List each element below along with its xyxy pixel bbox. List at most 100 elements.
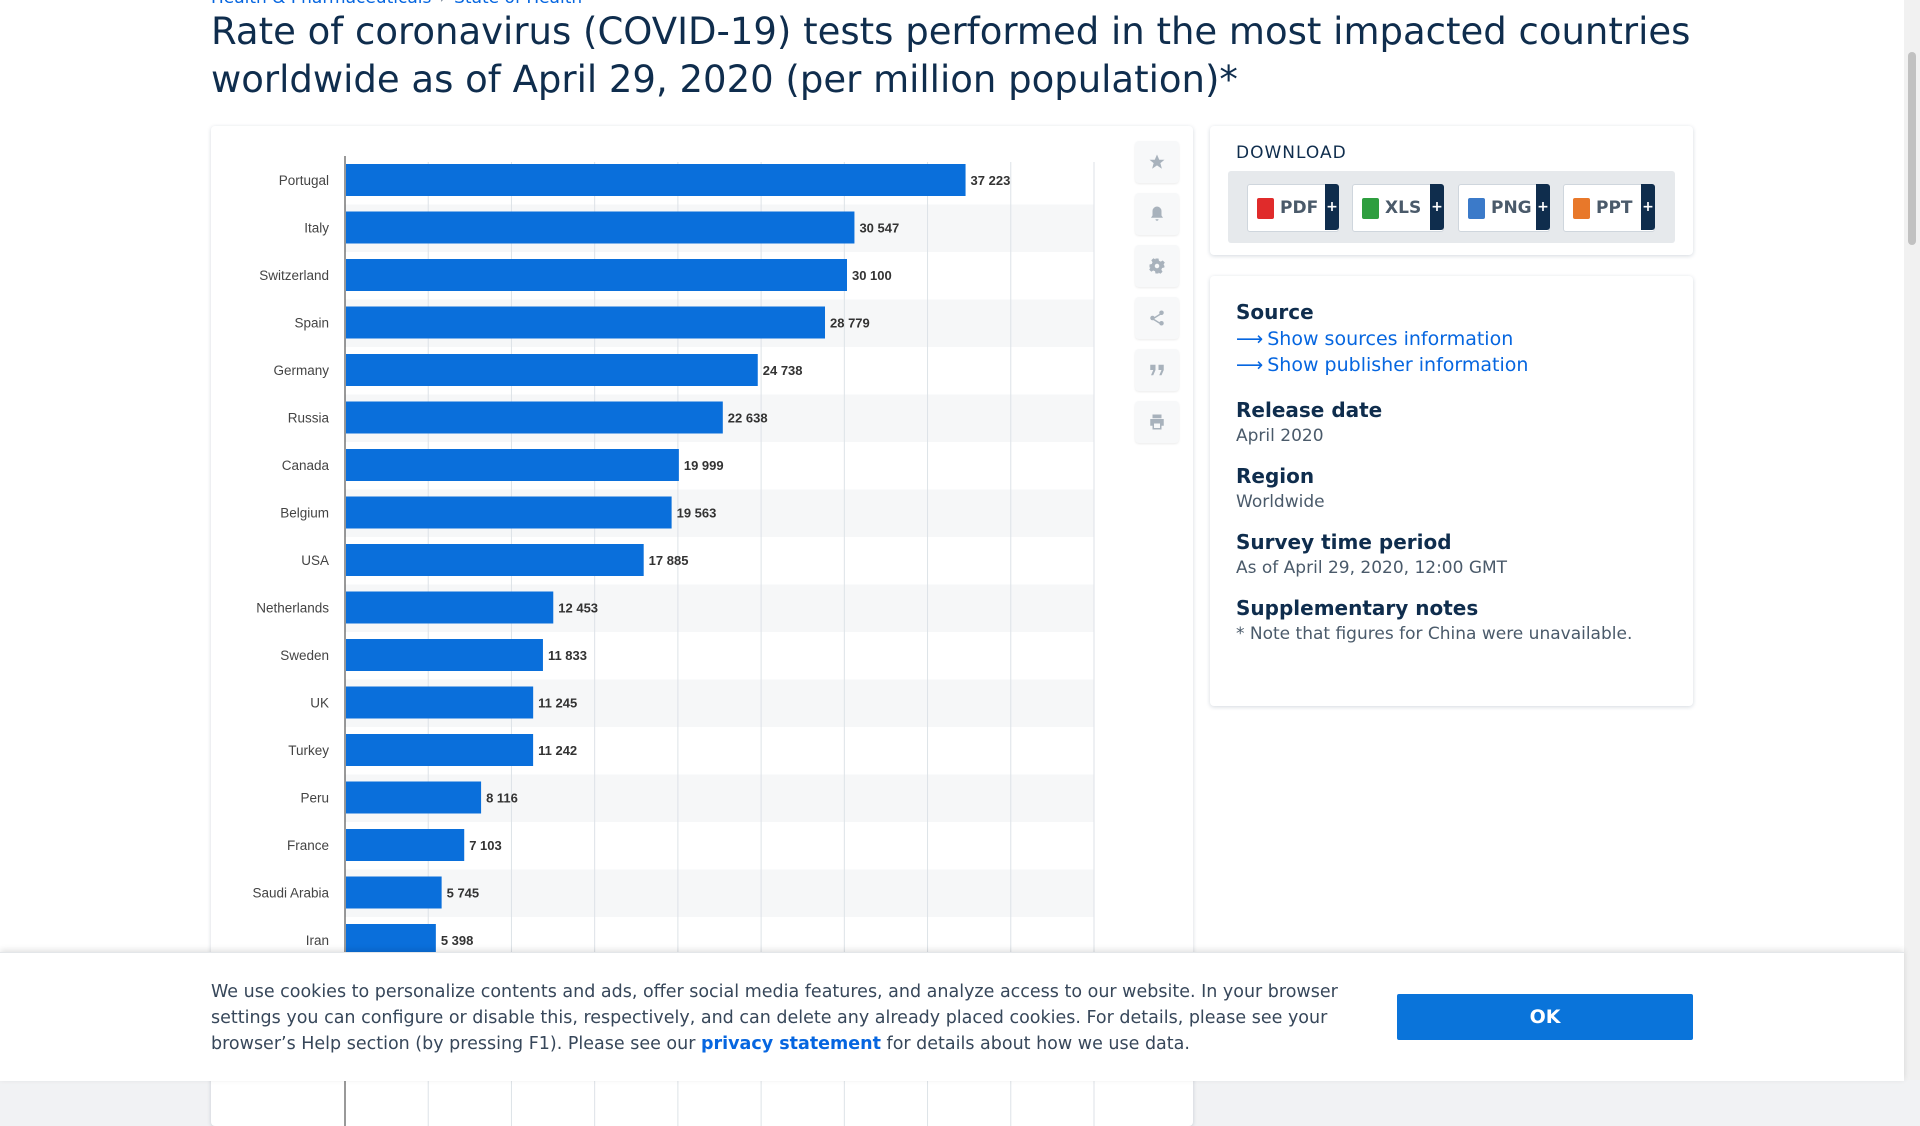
show-sources-link[interactable]: ⟶ Show sources information [1236,328,1676,350]
download-xls-label: XLS [1385,198,1422,218]
source-info-card: Source ⟶ Show sources information ⟶ Show p… [1210,276,1693,706]
category-label: Russia [288,411,330,426]
plus-icon: + [1641,184,1655,230]
arrow-right-icon: ⟶ [1236,354,1264,376]
bar [346,211,855,244]
gear-icon [1149,258,1165,274]
cookie-text-tail: for details about how we use data. [880,1034,1190,1054]
category-label: Italy [304,221,329,236]
supplementary-notes-value: * Note that figures for China were unava… [1236,624,1633,644]
value-label: 24 738 [763,363,803,378]
value-label: 30 547 [859,221,899,236]
download-card: DOWNLOAD PDF + XLS + PNG + PPT + [1210,126,1693,255]
print-button[interactable] [1135,401,1179,443]
bar [346,401,723,434]
download-pdf-label: PDF [1280,198,1319,218]
download-buttons: PDF + XLS + PNG + PPT + [1228,171,1675,243]
breadcrumb-item[interactable]: Health & Pharmaceuticals [211,0,431,8]
value-label: 30 100 [852,268,892,283]
bar [346,591,554,624]
xls-file-icon [1362,197,1379,219]
bar [346,164,966,196]
bell-icon [1151,206,1163,221]
notification-button[interactable] [1135,193,1179,235]
download-ppt-label: PPT [1596,198,1633,218]
cookie-message: We use cookies to personalize contents a… [211,979,1371,1057]
plus-icon: + [1536,184,1550,230]
category-label: Sweden [280,648,329,663]
value-label: 12 453 [558,601,598,616]
plus-icon: + [1325,184,1339,230]
ppt-file-icon [1573,197,1590,219]
bar [346,544,644,576]
category-label: Spain [294,316,329,331]
category-label: Turkey [288,743,329,758]
category-label: France [287,838,329,853]
scrollbar-thumb[interactable] [1908,52,1916,245]
chart-toolbar [1135,141,1179,453]
plus-icon: + [1430,184,1444,230]
category-label: Iran [306,933,329,948]
bar [346,639,543,671]
cite-button[interactable] [1135,349,1179,391]
category-label: USA [301,553,329,568]
page-title: Rate of coronavirus (COVID-19) tests per… [211,10,1691,101]
share-button[interactable] [1135,297,1179,339]
value-label: 19 999 [684,458,724,473]
bar [346,259,847,291]
source-heading: Source [1236,300,1314,324]
value-label: 5 398 [441,933,474,948]
survey-period-value: As of April 29, 2020, 12:00 GMT [1236,558,1508,578]
download-xls-button[interactable]: XLS + [1352,184,1444,232]
cookie-text-main: We use cookies to personalize contents a… [211,982,1338,1054]
category-label: Portugal [279,173,329,188]
download-title: DOWNLOAD [1236,143,1347,163]
value-label: 7 103 [469,838,502,853]
bar [346,734,534,766]
value-label: 11 833 [548,648,587,663]
survey-period-heading: Survey time period [1236,530,1452,554]
region-heading: Region [1236,464,1315,488]
bar [346,829,465,861]
value-label: 19 563 [677,506,717,521]
bar [346,354,758,386]
show-sources-label: Show sources information [1267,328,1514,350]
supplementary-notes-heading: Supplementary notes [1236,596,1479,620]
category-label: UK [310,696,329,711]
scrollbar-track[interactable] [1904,0,1920,1080]
star-icon [1149,154,1165,169]
privacy-statement-link[interactable]: privacy statement [700,1034,881,1054]
download-ppt-button[interactable]: PPT + [1563,184,1655,232]
category-label: Saudi Arabia [252,886,329,901]
print-icon [1150,414,1164,430]
bar [346,306,826,339]
cookie-ok-button[interactable]: OK [1397,994,1693,1040]
value-label: 28 779 [830,316,870,331]
value-label: 22 638 [728,411,768,426]
category-label: Netherlands [256,601,329,616]
download-pdf-button[interactable]: PDF + [1247,184,1339,232]
breadcrumb: Health & Pharmaceuticals›State of Health [211,0,582,8]
share-icon [1150,310,1164,326]
value-label: 11 245 [538,696,577,711]
pdf-file-icon [1257,197,1274,219]
value-label: 17 885 [649,553,689,568]
row-band [345,869,1094,917]
bar [346,876,442,909]
download-png-label: PNG [1491,198,1532,218]
show-publisher-link[interactable]: ⟶ Show publisher information [1236,354,1676,376]
category-label: Switzerland [259,268,329,283]
breadcrumb-item[interactable]: State of Health [454,0,582,8]
bar [346,449,679,481]
download-png-button[interactable]: PNG + [1458,184,1550,232]
category-label: Peru [300,791,329,806]
settings-button[interactable] [1135,245,1179,287]
value-label: 37 223 [971,173,1011,188]
release-date-heading: Release date [1236,398,1383,422]
bar [346,924,436,956]
quote-icon [1150,364,1164,376]
favorite-button[interactable] [1135,141,1179,183]
arrow-right-icon: ⟶ [1236,328,1264,350]
chart-card: Portugal 37 223 Italy 30 547 Switzerland 30 1… [211,126,1193,1126]
